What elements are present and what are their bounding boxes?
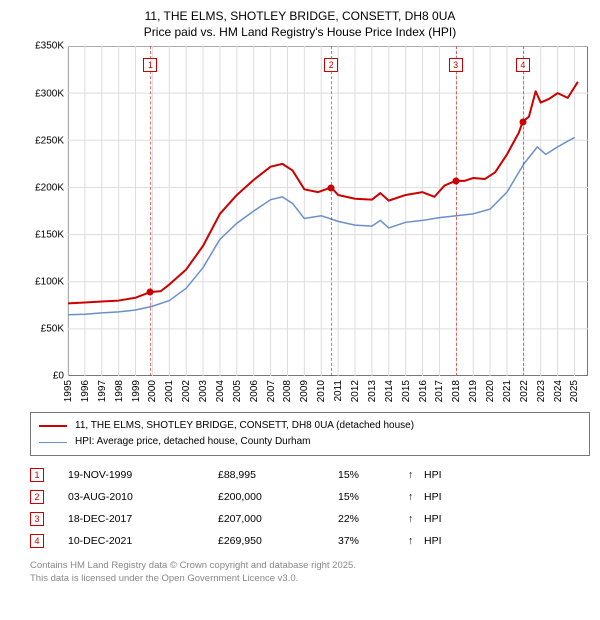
transaction-row: 3 18-DEC-2017£207,00022%↑HPI — [30, 508, 590, 530]
x-axis-label: 2018 — [451, 380, 462, 402]
plot-svg — [30, 46, 590, 378]
y-axis-label: £250K — [30, 135, 64, 146]
up-arrow-icon: ↑ — [408, 491, 424, 503]
tx-price: £200,000 — [218, 491, 338, 503]
tx-suffix: HPI — [424, 535, 442, 547]
tx-price: £88,995 — [218, 469, 338, 481]
x-axis-label: 2011 — [333, 380, 344, 402]
x-axis-label: 2019 — [468, 380, 479, 402]
series-price_paid — [68, 82, 578, 304]
tx-suffix: HPI — [424, 469, 442, 481]
y-axis-label: £300K — [30, 88, 64, 99]
transaction-row: 1 19-NOV-1999£88,99515%↑HPI — [30, 464, 590, 486]
x-axis-label: 2014 — [384, 380, 395, 402]
tx-suffix: HPI — [424, 513, 442, 525]
tx-date: 10-DEC-2021 — [68, 535, 218, 547]
tx-pct: 15% — [338, 491, 408, 503]
x-axis-label: 2012 — [350, 380, 361, 402]
sale-marker-box: 1 — [143, 58, 157, 72]
legend: 11, THE ELMS, SHOTLEY BRIDGE, CONSETT, D… — [30, 412, 590, 456]
up-arrow-icon: ↑ — [408, 535, 424, 547]
sale-marker-line — [331, 46, 332, 376]
y-axis-label: £50K — [30, 324, 64, 335]
tx-date: 18-DEC-2017 — [68, 513, 218, 525]
x-axis-label: 2016 — [418, 380, 429, 402]
tx-pct: 15% — [338, 469, 408, 481]
sale-marker-line — [456, 46, 457, 376]
footer-note: Contains HM Land Registry data © Crown c… — [30, 560, 590, 586]
y-axis-label: £350K — [30, 41, 64, 52]
tx-price: £207,000 — [218, 513, 338, 525]
x-axis-label: 2010 — [316, 380, 327, 402]
title-line-1: 11, THE ELMS, SHOTLEY BRIDGE, CONSETT, D… — [10, 8, 590, 24]
sale-dot — [519, 118, 526, 125]
x-axis-label: 2005 — [232, 380, 243, 402]
up-arrow-icon: ↑ — [408, 513, 424, 525]
y-axis-label: £0 — [30, 371, 64, 382]
legend-label: HPI: Average price, detached house, Coun… — [75, 434, 311, 450]
transaction-row: 2 03-AUG-2010£200,00015%↑HPI — [30, 486, 590, 508]
x-axis-label: 2000 — [147, 380, 158, 402]
tx-date: 03-AUG-2010 — [68, 491, 218, 503]
y-axis-label: £150K — [30, 229, 64, 240]
legend-swatch — [39, 425, 67, 427]
x-axis-label: 2022 — [519, 380, 530, 402]
sale-marker-box: 4 — [516, 58, 530, 72]
x-axis-label: 2025 — [569, 380, 580, 402]
sale-marker-line — [150, 46, 151, 376]
x-axis-label: 2013 — [367, 380, 378, 402]
plot-box: £0£50K£100K£150K£200K£250K£300K£350K1995… — [30, 46, 590, 406]
x-axis-label: 1995 — [63, 380, 74, 402]
x-axis-label: 2007 — [266, 380, 277, 402]
x-axis-label: 2023 — [536, 380, 547, 402]
x-axis-label: 2002 — [181, 380, 192, 402]
tx-marker: 2 — [30, 490, 44, 504]
title-line-2: Price paid vs. HM Land Registry's House … — [10, 24, 590, 40]
x-axis-label: 1997 — [97, 380, 108, 402]
sale-dot — [147, 289, 154, 296]
tx-pct: 37% — [338, 535, 408, 547]
legend-swatch — [39, 442, 67, 443]
sale-marker-box: 2 — [324, 58, 338, 72]
x-axis-label: 2017 — [434, 380, 445, 402]
sale-dot — [328, 184, 335, 191]
footer-line-2: This data is licensed under the Open Gov… — [30, 573, 590, 586]
x-axis-label: 1998 — [114, 380, 125, 402]
chart-container: 11, THE ELMS, SHOTLEY BRIDGE, CONSETT, D… — [0, 0, 600, 592]
x-axis-label: 1999 — [131, 380, 142, 402]
tx-pct: 22% — [338, 513, 408, 525]
y-axis-label: £200K — [30, 182, 64, 193]
tx-marker: 3 — [30, 512, 44, 526]
tx-price: £269,950 — [218, 535, 338, 547]
transaction-table: 119-NOV-1999£88,99515%↑HPI203-AUG-2010£2… — [30, 464, 590, 552]
transaction-row: 4 10-DEC-2021£269,95037%↑HPI — [30, 530, 590, 552]
x-axis-label: 2003 — [198, 380, 209, 402]
x-axis-label: 2006 — [249, 380, 260, 402]
x-axis-label: 2004 — [215, 380, 226, 402]
sale-marker-box: 3 — [449, 58, 463, 72]
x-axis-label: 2009 — [299, 380, 310, 402]
x-axis-label: 1996 — [80, 380, 91, 402]
tx-suffix: HPI — [424, 491, 442, 503]
x-axis-label: 2021 — [502, 380, 513, 402]
tx-marker: 4 — [30, 534, 44, 548]
chart-title: 11, THE ELMS, SHOTLEY BRIDGE, CONSETT, D… — [10, 8, 590, 40]
x-axis-label: 2015 — [401, 380, 412, 402]
tx-marker: 1 — [30, 468, 44, 482]
up-arrow-icon: ↑ — [408, 469, 424, 481]
x-axis-label: 2008 — [282, 380, 293, 402]
tx-date: 19-NOV-1999 — [68, 469, 218, 481]
legend-label: 11, THE ELMS, SHOTLEY BRIDGE, CONSETT, D… — [75, 418, 414, 434]
sale-marker-line — [523, 46, 524, 376]
legend-row: HPI: Average price, detached house, Coun… — [39, 434, 581, 450]
sale-dot — [452, 178, 459, 185]
y-axis-label: £100K — [30, 277, 64, 288]
x-axis-label: 2024 — [553, 380, 564, 402]
x-axis-label: 2020 — [485, 380, 496, 402]
legend-row: 11, THE ELMS, SHOTLEY BRIDGE, CONSETT, D… — [39, 418, 581, 434]
x-axis-label: 2001 — [164, 380, 175, 402]
footer-line-1: Contains HM Land Registry data © Crown c… — [30, 560, 590, 573]
